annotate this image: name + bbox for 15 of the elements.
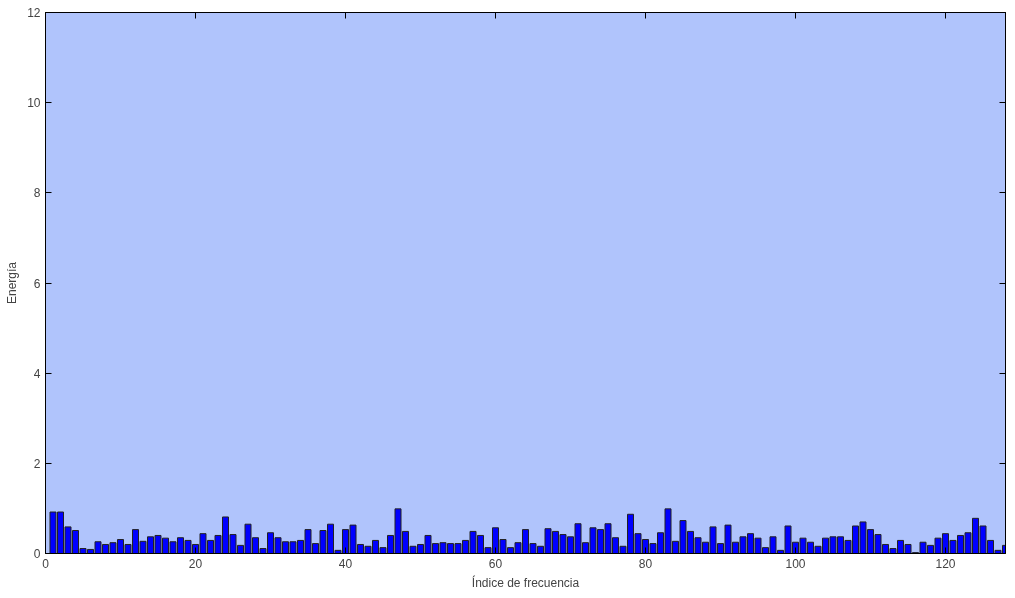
x-tick-label: 40 [338, 556, 353, 571]
y-tick-label: 4 [33, 366, 41, 381]
x-tick-label: 120 [935, 556, 956, 571]
y-tick-label: 0 [33, 547, 41, 561]
y-tick-label: 10 [27, 96, 41, 111]
y-tick-label: 6 [33, 276, 41, 291]
y-tick-label: 8 [33, 186, 41, 201]
x-tick-label: 20 [188, 556, 203, 571]
x-tick-label: 80 [638, 556, 653, 571]
x-tick-label: 100 [785, 556, 806, 571]
y-tick-label: 2 [33, 456, 41, 471]
x-tick-label: 60 [488, 556, 503, 571]
y-axis-title: Energía [5, 261, 20, 305]
x-axis-title: Índice de frecuencia [471, 574, 580, 590]
y-tick-label: 12 [27, 6, 41, 20]
